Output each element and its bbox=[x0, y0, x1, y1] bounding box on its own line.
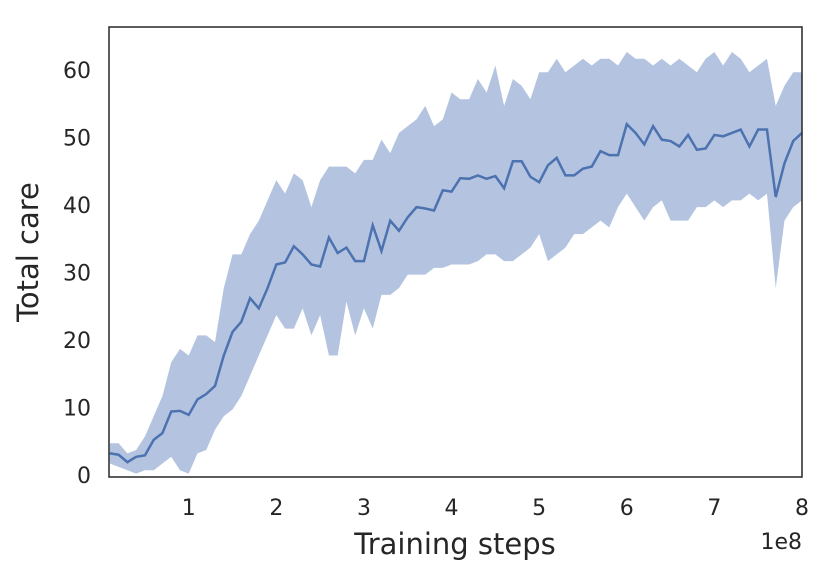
y-tick-label: 20 bbox=[63, 329, 91, 354]
x-tick-label: 4 bbox=[445, 496, 459, 521]
y-tick-label: 50 bbox=[63, 127, 91, 152]
x-tick-label: 5 bbox=[532, 496, 546, 521]
x-tick-label: 1 bbox=[182, 496, 196, 521]
y-tick-label: 0 bbox=[77, 464, 91, 489]
y-axis-label: Total care bbox=[11, 182, 45, 323]
x-axis-label: Training steps bbox=[353, 527, 556, 561]
mean-line bbox=[109, 121, 803, 464]
y-tick-label: 60 bbox=[63, 59, 91, 84]
plot-frame bbox=[108, 26, 803, 478]
y-tick-label: 30 bbox=[63, 262, 91, 287]
x-tick-label: 2 bbox=[269, 496, 283, 521]
confidence-band bbox=[109, 51, 803, 474]
y-tick-label: 10 bbox=[63, 397, 91, 422]
x-tick-label: 6 bbox=[620, 496, 634, 521]
x-tick-label: 8 bbox=[795, 496, 809, 521]
x-offset-label: 1e8 bbox=[760, 530, 802, 555]
x-tick-label: 7 bbox=[707, 496, 721, 521]
x-tick-label: 3 bbox=[357, 496, 371, 521]
y-tick-label: 40 bbox=[63, 194, 91, 219]
